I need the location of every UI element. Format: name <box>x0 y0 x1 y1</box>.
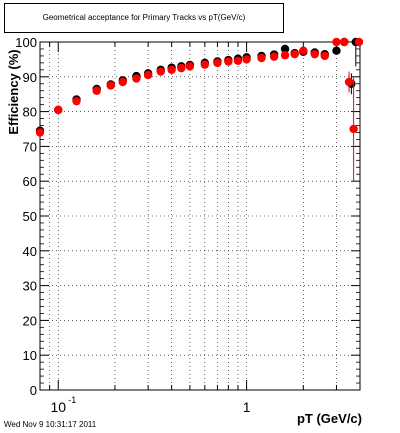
data-point <box>344 77 354 87</box>
data-point <box>106 81 115 90</box>
y-tick-label: 30 <box>23 279 37 294</box>
y-tick-label: 10 <box>23 348 37 363</box>
grid <box>39 42 361 390</box>
data-point <box>54 105 63 115</box>
timestamp: Wed Nov 9 10:31:17 2011 <box>4 420 97 429</box>
data-point <box>167 65 176 75</box>
x-tick-label: 1 <box>243 399 251 415</box>
data-point <box>310 49 319 59</box>
data-point <box>354 37 364 47</box>
y-tick-label: 20 <box>23 313 37 328</box>
y-tick-label: 100 <box>15 35 37 50</box>
x-tick-label: 10 <box>50 399 66 415</box>
data-point <box>332 46 341 55</box>
data-point <box>213 58 222 68</box>
data-point <box>156 67 165 76</box>
y-tick-label: 0 <box>30 383 37 398</box>
x-axis-ticks: 10 -1 1 <box>39 42 361 415</box>
data-point <box>349 124 358 134</box>
data-point <box>92 86 101 95</box>
y-tick-label: 90 <box>23 70 37 85</box>
data-point <box>299 46 308 55</box>
data-point <box>143 70 153 80</box>
data-point <box>290 49 299 59</box>
y-axis-ticks: 0 10 20 30 40 50 60 70 80 90 100 <box>15 35 360 398</box>
y-tick-label: 50 <box>23 209 37 224</box>
data-point <box>35 128 45 137</box>
data-series <box>35 37 364 182</box>
data-point <box>242 55 251 64</box>
data-point <box>332 37 341 47</box>
data-point <box>280 44 290 54</box>
y-tick-label: 40 <box>23 244 37 259</box>
x-tick-label-exponent: -1 <box>68 395 76 405</box>
data-point <box>118 77 127 87</box>
data-point <box>72 96 81 106</box>
data-point <box>233 56 243 65</box>
data-point <box>257 53 266 63</box>
x-axis-label: pT (GeV/c) <box>297 411 362 426</box>
data-point <box>280 51 290 60</box>
data-point <box>185 62 195 71</box>
y-tick-label: 70 <box>23 139 37 154</box>
y-tick-label: 80 <box>23 105 37 120</box>
chart-title: Geometrical acceptance for Primary Track… <box>42 13 246 22</box>
y-tick-label: 60 <box>23 174 37 189</box>
data-point <box>269 52 279 61</box>
data-point <box>132 74 141 83</box>
series-1 <box>35 37 364 182</box>
data-point <box>340 37 349 47</box>
data-point <box>177 63 186 73</box>
data-point <box>320 51 329 61</box>
y-axis-label: Efficiency (%) <box>6 49 21 134</box>
data-point <box>200 60 210 69</box>
chart-title-box: Geometrical acceptance for Primary Track… <box>4 3 284 33</box>
data-point <box>224 57 233 66</box>
